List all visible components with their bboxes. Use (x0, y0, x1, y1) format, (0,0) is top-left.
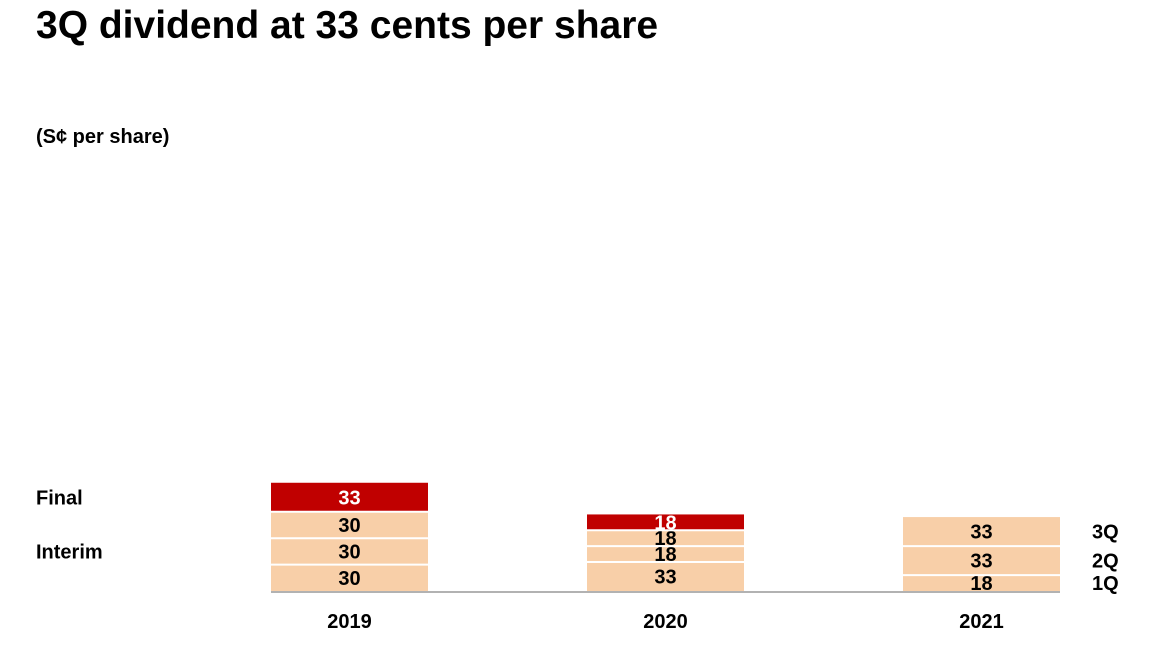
group-label-interim: Interim (36, 541, 103, 563)
bar-segment-2021-3 (903, 517, 1060, 547)
bar-segment-2020-2 (587, 546, 744, 562)
data-label-2019-3: 30 (338, 515, 360, 537)
bar-segment-2020-1 (587, 561, 744, 591)
bar-segment-2021-2 (903, 546, 1060, 576)
x-tick-label-2020: 2020 (643, 611, 688, 633)
bar-segment-2019-2 (271, 538, 428, 565)
quarter-label-3q: 3Q (1092, 522, 1119, 544)
bar-segment-2020-3 (587, 530, 744, 547)
x-tick-label-2019: 2019 (327, 611, 372, 633)
x-tick-label-2021: 2021 (959, 611, 1004, 633)
quarter-label-2q: 2Q (1092, 551, 1119, 573)
quarter-label-1q: 1Q (1092, 573, 1119, 595)
data-label-2021-1: 18 (970, 573, 992, 595)
data-label-2020-4: 18 (654, 512, 676, 534)
bar-segment-2019-4 (271, 482, 428, 512)
chart-title: 3Q dividend at 33 cents per share (36, 4, 659, 47)
bar-segment-2019-1 (271, 564, 428, 591)
bar-segment-2019-3 (271, 511, 428, 539)
data-label-2021-2: 33 (970, 551, 992, 573)
unit-label: (S¢ per share) (36, 126, 170, 148)
data-label-2021-3: 33 (970, 522, 992, 544)
data-label-2019-2: 30 (338, 541, 360, 563)
group-label-final: Final (36, 487, 83, 509)
data-label-2020-3: 18 (654, 528, 676, 550)
data-label-2019-4: 33 (338, 487, 360, 509)
bar-segment-2021-1 (903, 575, 1060, 591)
bar-segment-2020-4 (587, 514, 744, 531)
data-label-2020-1: 33 (654, 566, 676, 588)
data-label-2020-2: 18 (654, 544, 676, 566)
data-label-2019-1: 30 (338, 568, 360, 590)
